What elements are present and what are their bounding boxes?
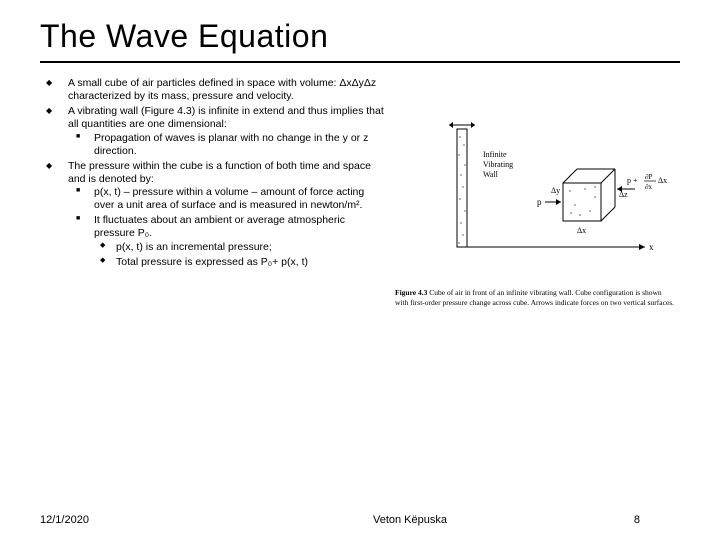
p-left-label: p [537, 197, 542, 207]
bullet-item: p(x, t) – pressure within a volume – amo… [68, 186, 385, 212]
footer-author: Veton Këpuska [240, 514, 580, 526]
content-row: A small cube of air particles defined in… [40, 77, 680, 308]
p-right-dx: Δx [658, 176, 667, 185]
bullet-text: A vibrating wall (Figure 4.3) is infinit… [68, 105, 384, 130]
bullet-item: A small cube of air particles defined in… [40, 77, 385, 103]
bullet-text: Propagation of waves is planar with no c… [94, 132, 368, 157]
bullet-item: The pressure within the cube is a functi… [40, 160, 385, 269]
wall-label-2: Vibrating [483, 160, 513, 169]
p-right-label: p + [627, 176, 638, 185]
figure-caption-bold: Figure 4.3 [395, 288, 427, 297]
figure-column: Infinite Vibrating Wall [395, 77, 675, 308]
bullet-item: Total pressure is expressed as P₀+ p(x, … [94, 256, 385, 269]
bullet-text: It fluctuates about an ambient or averag… [94, 214, 345, 239]
bullet-item: It fluctuates about an ambient or averag… [68, 214, 385, 269]
p-right-frac-top: ∂P [645, 173, 652, 181]
bullet-text: p(x, t) – pressure within a volume – amo… [94, 186, 364, 211]
bullet-text: Total pressure is expressed as P₀+ p(x, … [116, 256, 308, 268]
footer-date: 12/1/2020 [40, 514, 240, 526]
bullet-item: p(x, t) is an incremental pressure; [94, 241, 385, 254]
p-right-frac-bot: ∂x [645, 183, 652, 191]
bullet-text: p(x, t) is an incremental pressure; [116, 241, 272, 253]
figure-caption-rest: Cube of air in front of an infinite vibr… [395, 288, 674, 307]
bullet-item: Propagation of waves is planar with no c… [68, 132, 385, 158]
wall-label-1: Infinite [483, 150, 507, 159]
figure-diagram: Infinite Vibrating Wall [395, 117, 675, 277]
footer-page: 8 [580, 514, 680, 526]
bullet-text: The pressure within the cube is a functi… [68, 160, 371, 185]
figure-caption: Figure 4.3 Cube of air in front of an in… [395, 288, 675, 308]
footer: 12/1/2020 Veton Këpuska 8 [0, 514, 720, 526]
bullet-item: A vibrating wall (Figure 4.3) is infinit… [40, 105, 385, 158]
dx-label: Δx [577, 226, 586, 235]
axis-x-label: x [649, 242, 654, 252]
wall-label-3: Wall [483, 170, 499, 179]
dz-label: Δz [619, 190, 628, 199]
slide-title: The Wave Equation [40, 18, 680, 63]
dy-label: Δy [551, 186, 560, 195]
text-column: A small cube of air particles defined in… [40, 77, 385, 308]
bullet-text: A small cube of air particles defined in… [68, 77, 376, 102]
